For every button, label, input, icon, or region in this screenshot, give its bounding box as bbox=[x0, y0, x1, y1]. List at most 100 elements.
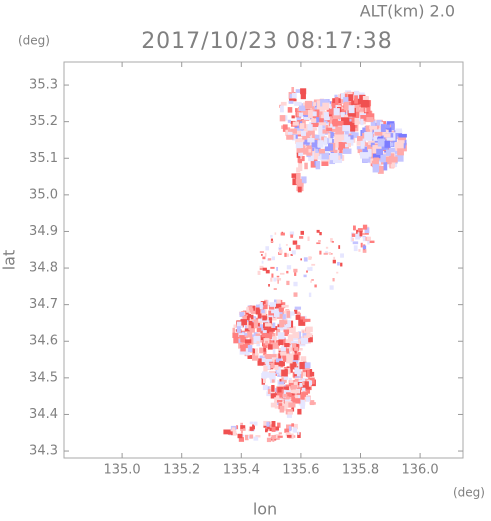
echo-cell bbox=[279, 319, 285, 328]
echo-cell bbox=[292, 240, 298, 245]
echo-cell bbox=[292, 134, 296, 141]
echo-cell bbox=[287, 107, 293, 113]
echo-cell bbox=[263, 420, 268, 426]
echo-cell bbox=[261, 254, 263, 256]
echo-cell bbox=[227, 429, 233, 435]
echo-cell bbox=[245, 348, 250, 356]
echo-cell bbox=[262, 316, 268, 321]
echo-cell bbox=[295, 383, 302, 389]
echo-cell bbox=[343, 148, 352, 154]
echo-cell bbox=[303, 329, 311, 336]
echo-cell bbox=[246, 331, 253, 338]
echo-cell bbox=[261, 357, 266, 363]
echo-cell bbox=[310, 266, 313, 272]
echo-cell bbox=[256, 327, 262, 332]
echo-cell bbox=[301, 176, 307, 184]
echo-cell bbox=[328, 252, 332, 255]
echo-cell bbox=[253, 319, 259, 324]
echo-cell bbox=[294, 350, 297, 354]
echo-cell bbox=[269, 373, 276, 380]
echo-cell bbox=[319, 111, 323, 115]
echo-cell bbox=[389, 153, 395, 162]
echo-cell bbox=[250, 314, 254, 320]
echo-cell bbox=[295, 89, 302, 92]
echo-cell bbox=[285, 384, 290, 389]
echo-cell bbox=[253, 323, 258, 329]
echo-cell bbox=[398, 133, 407, 138]
echo-cell bbox=[306, 270, 308, 273]
echo-cell bbox=[303, 370, 308, 377]
echo-cell bbox=[277, 279, 279, 284]
plot-frame bbox=[63, 61, 464, 459]
echo-cell bbox=[390, 138, 397, 148]
echo-cell bbox=[330, 238, 333, 243]
echo-cell bbox=[354, 118, 359, 125]
echo-cell bbox=[239, 335, 245, 338]
echo-cell bbox=[268, 424, 274, 428]
echo-cell bbox=[389, 123, 395, 131]
echo-cell bbox=[286, 270, 289, 274]
echo-cell bbox=[360, 96, 369, 100]
echo-cell bbox=[250, 309, 258, 314]
echo-cell bbox=[364, 117, 374, 123]
echo-cell bbox=[239, 312, 245, 317]
y-tick-label: 34.7 bbox=[29, 297, 58, 312]
echo-cell bbox=[287, 119, 291, 123]
echo-cell bbox=[285, 129, 288, 137]
echo-cell bbox=[323, 252, 328, 255]
echo-cell bbox=[336, 133, 344, 142]
echo-cell bbox=[373, 157, 379, 165]
echo-cell bbox=[291, 173, 299, 178]
echo-cell bbox=[263, 365, 268, 372]
echo-cell bbox=[259, 347, 264, 354]
echo-cell bbox=[286, 253, 290, 257]
echo-cell bbox=[261, 360, 269, 365]
echo-cell bbox=[259, 355, 267, 360]
echo-cell bbox=[307, 380, 313, 386]
echo-cell bbox=[233, 324, 237, 328]
echo-cell bbox=[307, 267, 311, 271]
echo-cell bbox=[351, 100, 357, 108]
echo-cell bbox=[380, 154, 386, 163]
echo-cell bbox=[286, 280, 290, 286]
echo-cell bbox=[290, 390, 295, 394]
echo-cell bbox=[333, 145, 338, 150]
echo-cell bbox=[282, 320, 288, 325]
echo-cell bbox=[306, 333, 313, 338]
echo-cell bbox=[296, 173, 301, 180]
echo-cell bbox=[293, 423, 298, 430]
echo-cell bbox=[263, 424, 269, 428]
echo-cell bbox=[296, 182, 304, 187]
echo-cell bbox=[350, 236, 353, 242]
echo-cell bbox=[245, 341, 251, 347]
echo-cell bbox=[286, 265, 292, 270]
echo-cell bbox=[254, 421, 258, 426]
echo-cell bbox=[243, 335, 249, 339]
echo-cell bbox=[301, 156, 305, 162]
echo-cell bbox=[283, 375, 289, 380]
echo-cell bbox=[258, 324, 265, 331]
echo-cell bbox=[260, 340, 263, 343]
echo-cell bbox=[273, 336, 277, 341]
echo-cell bbox=[240, 325, 243, 329]
echo-cell bbox=[283, 329, 290, 337]
y-tick-label: 35.0 bbox=[29, 187, 58, 202]
echo-cell bbox=[294, 306, 302, 310]
echo-cell bbox=[281, 377, 287, 383]
echo-cell bbox=[370, 120, 376, 130]
echo-cell bbox=[298, 336, 304, 344]
echo-cell bbox=[299, 316, 305, 320]
echo-cell bbox=[288, 354, 293, 361]
x-tick-label: 136.0 bbox=[401, 463, 438, 478]
echo-cell bbox=[245, 339, 252, 344]
echo-cell bbox=[284, 396, 290, 401]
echo-cell bbox=[260, 335, 267, 343]
echo-cell bbox=[262, 371, 267, 379]
echo-cell bbox=[240, 337, 246, 343]
echo-cell bbox=[283, 393, 288, 398]
echo-cell bbox=[271, 421, 276, 427]
echo-cell bbox=[278, 307, 284, 311]
echo-cell bbox=[223, 429, 230, 435]
echo-cell bbox=[239, 348, 247, 355]
echo-cell bbox=[276, 299, 281, 304]
